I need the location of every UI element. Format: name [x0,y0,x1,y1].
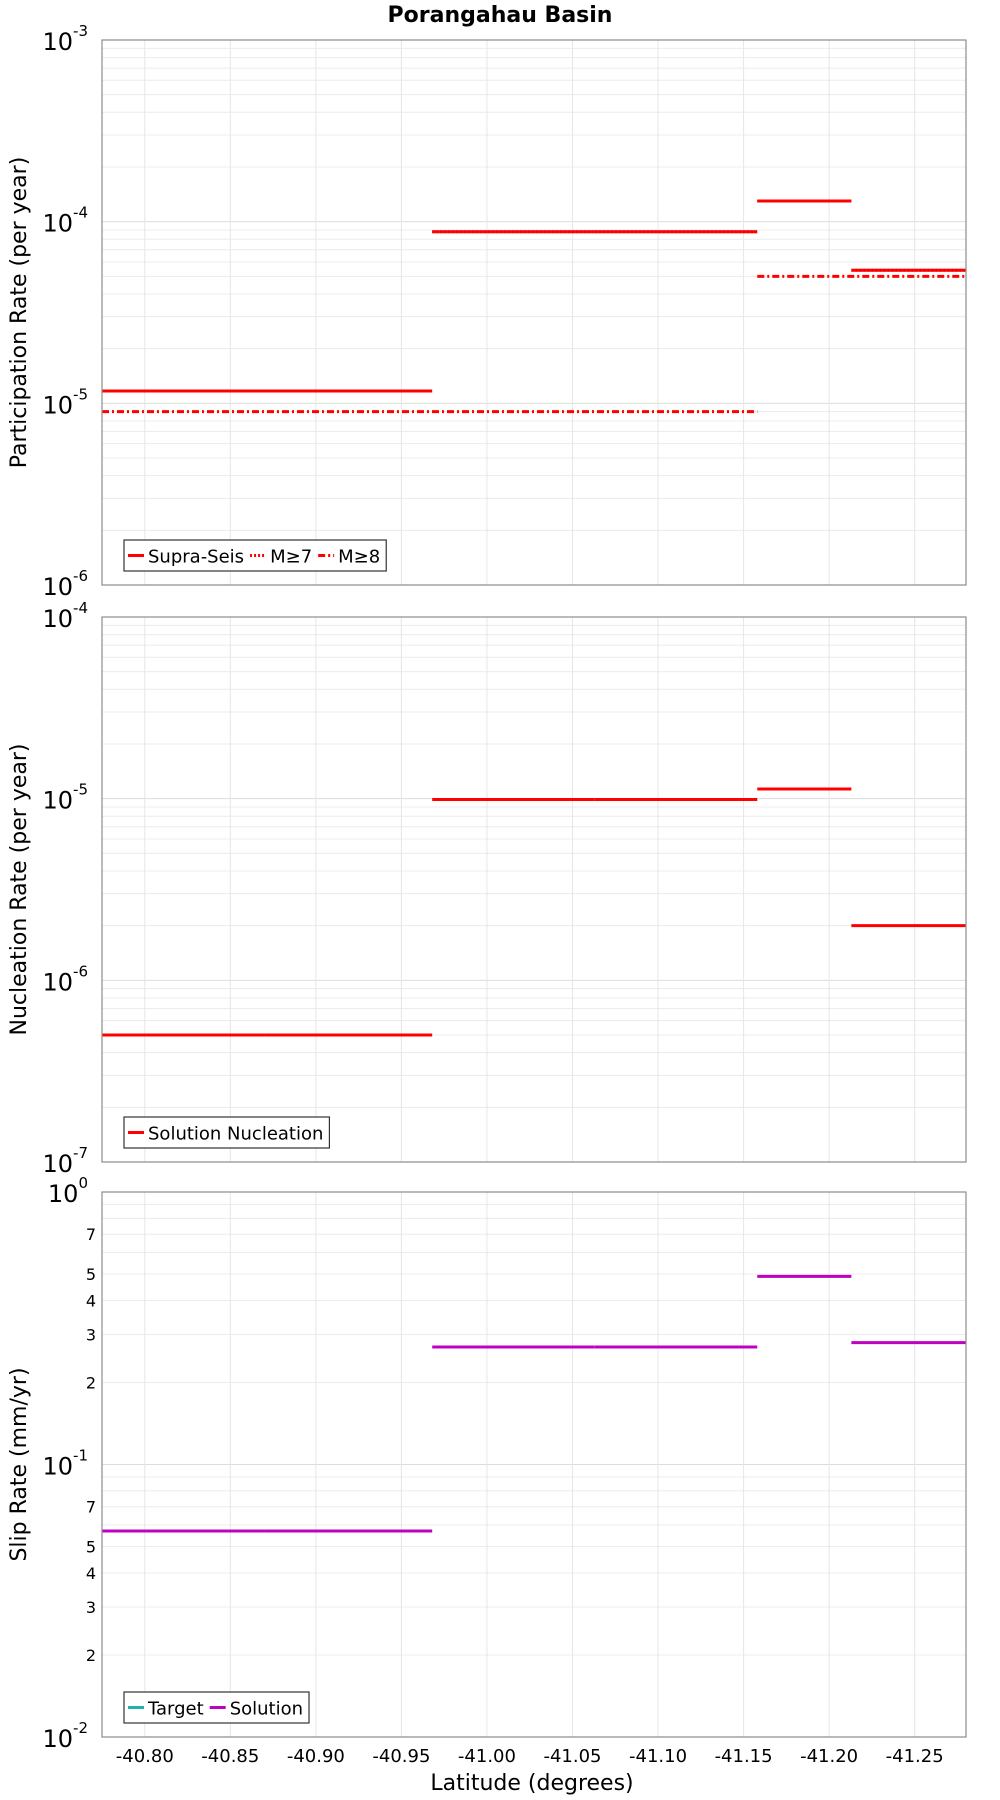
x-tick-label: -40.95 [372,1746,430,1767]
y-tick-label: 10-2 [42,1719,88,1753]
x-tick-label: -41.00 [458,1746,516,1767]
y-axis-label: Slip Rate (mm/yr) [7,1367,32,1561]
y-tick-label: 10-4 [42,204,88,238]
legend-label: Target [147,1699,204,1720]
y-tick-label: 10-3 [42,22,88,56]
y-minor-tick-label: 4 [86,1564,96,1583]
y-minor-tick-label: 3 [86,1325,96,1344]
y-tick-label: 10-7 [42,1144,88,1178]
y-minor-tick-label: 2 [86,1646,96,1665]
legend: Target Solution [123,1691,310,1724]
y-tick-label: 10-5 [42,781,88,815]
plot-area [102,40,966,585]
y-minor-tick-label: 2 [86,1373,96,1392]
legend-label: M≥7 [270,547,312,568]
plot-area [102,617,966,1162]
y-tick-label: 10-6 [42,567,88,601]
plot-frame [101,616,967,1163]
y-axis-label: Nucleation Rate (per year) [7,744,32,1036]
x-tick-label: -41.25 [886,1746,944,1767]
x-tick-label: -40.80 [116,1746,174,1767]
series-m-7 [102,199,966,393]
series-solution [102,1274,966,1533]
x-tick-label: -41.05 [543,1746,601,1767]
series-m-8 [102,274,966,414]
legend-label: M≥8 [338,547,380,568]
plot-frame [101,1191,967,1738]
series-solution-nucleation [102,787,966,1037]
x-tick-label: -40.90 [287,1746,345,1767]
chart-title: Porangahau Basin [388,3,613,28]
panel-2: 10-7 10-6 10-5 10-4 Nucleation Rate (per yea… [7,599,967,1178]
y-minor-tick-label: 4 [86,1291,96,1310]
panels: 10-6 10-5 10-4 10-3 Participation Rate (per … [7,22,967,1767]
y-tick-label: 10-6 [42,962,88,996]
panel-3: 10-2 10-1 100 2 3 4 5 7 2 3 4 5 7 Slip Rate (mm/yr) Ta… [7,1174,967,1753]
x-tick-label: -41.15 [715,1746,773,1767]
y-tick-label: 10-5 [42,385,88,419]
y-minor-tick-label: 7 [86,1498,96,1517]
x-axis-label: Latitude (degrees) [430,1771,633,1796]
y-tick-label: 10-4 [42,599,88,633]
plot-frame [101,39,967,586]
y-axis-label: Participation Rate (per year) [7,157,32,469]
y-minor-tick-label: 5 [86,1265,96,1284]
legend-label: Solution [230,1699,303,1720]
legend: Solution Nucleation [123,1116,331,1149]
y-tick-label: 10-1 [42,1447,88,1481]
y-tick-label: 100 [48,1174,88,1208]
y-minor-tick-label: 3 [86,1598,96,1617]
legend-label: Solution Nucleation [148,1124,323,1145]
x-tick-label: -40.85 [201,1746,259,1767]
legend-label: Supra-Seis [148,547,244,568]
legend: Supra-Seis M≥7 M≥8 [123,539,387,572]
x-tick-label: -41.10 [629,1746,687,1767]
y-minor-tick-label: 7 [86,1225,96,1244]
y-minor-tick-label: 5 [86,1538,96,1557]
panel-1: 10-6 10-5 10-4 10-3 Participation Rate (per … [7,22,967,601]
x-tick-label: -41.20 [800,1746,858,1767]
legend-box [123,1116,331,1149]
